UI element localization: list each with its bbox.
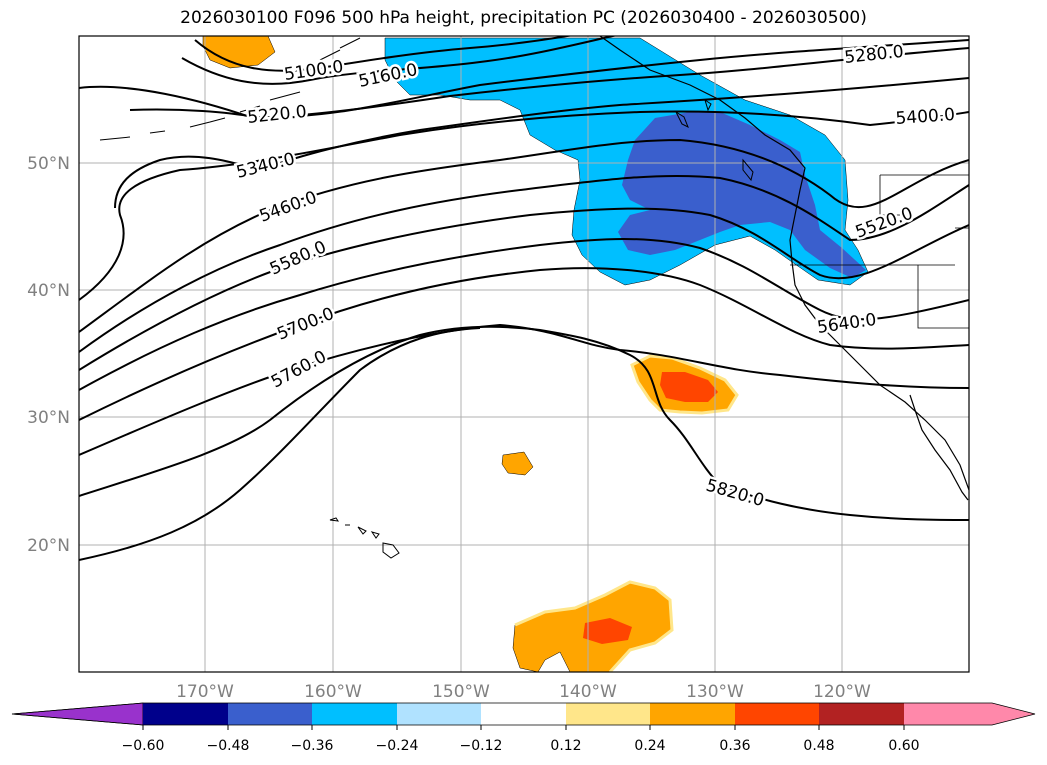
map-title: 2026030100 F096 500 hPa height, precipit… [180, 8, 867, 28]
contour-5880 [79, 327, 481, 561]
colorbar-tick-label: −0.60 [122, 738, 165, 754]
colorbar-bin [228, 703, 312, 725]
lon-label: 120°W [813, 682, 871, 702]
colorbar-bin [566, 703, 650, 725]
latitude-labels: 50°N 40°N 30°N 20°N [27, 154, 70, 556]
colorbar-tick-label: −0.48 [207, 738, 250, 754]
contour-5640 [79, 238, 969, 391]
lat-label: 50°N [27, 154, 70, 174]
lon-label: 170°W [176, 682, 234, 702]
map-area: 5100.0 5160.0 5220.0 5280.0 5340.0 5400.… [79, 36, 969, 672]
colorbar-tick-label: −0.12 [460, 738, 503, 754]
precip-positive-strong-region [660, 372, 718, 402]
contour-label: 5820.0 [704, 476, 767, 512]
contour-label: 5280.0 [843, 42, 904, 68]
contour-5760 [79, 323, 969, 456]
coastlines [99, 36, 969, 559]
precipitation-fill [202, 36, 869, 672]
precip-positive-region [501, 451, 534, 476]
contour-label: 5760.0 [268, 347, 330, 393]
contour-label: 5100.0 [283, 57, 345, 85]
contour-5280 [129, 47, 969, 120]
colorbar-tick-label: 0.24 [634, 738, 665, 754]
colorbar-low-extension [11, 702, 144, 726]
lon-label: 140°W [559, 682, 617, 702]
precip-positive-strong-region [583, 618, 632, 644]
contour-label: 5400.0 [895, 105, 956, 129]
lat-label: 30°N [27, 408, 70, 428]
height-contours [79, 36, 969, 561]
contour-label: 5700.0 [274, 304, 337, 345]
colorbar-tick-label: 0.36 [719, 738, 750, 754]
canada-inland-boundary [790, 174, 969, 329]
baja-peninsula [909, 394, 969, 501]
north-america-coast [599, 36, 969, 491]
contour-5220 [79, 39, 969, 119]
colorbar-tick-label: 0.60 [888, 738, 919, 754]
contour-5400 [79, 110, 969, 301]
lon-label: 160°W [304, 682, 362, 702]
colorbar-bin [312, 703, 397, 725]
lat-label: 40°N [27, 281, 70, 301]
lat-label: 20°N [27, 536, 70, 556]
contour-5700 [79, 267, 969, 421]
colorbar-tick-label: 0.12 [550, 738, 581, 754]
colorbar-high-extension [904, 703, 1035, 725]
contour-label: 5460.0 [257, 188, 320, 227]
longitude-labels: 170°W 160°W 150°W 140°W 130°W 120°W [176, 682, 871, 702]
contour-5460 [79, 138, 969, 333]
colorbar-tick-label: −0.36 [291, 738, 334, 754]
precip-positive-region [202, 36, 276, 69]
colorbar: −0.60 −0.48 −0.36 −0.24 −0.12 0.12 0.24 … [11, 702, 1036, 754]
map-frame [78, 35, 970, 673]
contour-label: 5580.0 [267, 237, 329, 279]
colorbar-tick-label: 0.48 [803, 738, 834, 754]
contour-label: 5220.0 [246, 102, 307, 128]
islands [99, 37, 754, 182]
colorbar-bin [397, 703, 481, 725]
precip-negative-strong-region [618, 112, 866, 278]
contour-5520 [79, 174, 969, 353]
lon-label: 150°W [432, 682, 490, 702]
colorbar-tick-labels: −0.60 −0.48 −0.36 −0.24 −0.12 0.12 0.24 … [122, 738, 920, 754]
colorbar-bin [650, 703, 735, 725]
colorbar-bin [735, 703, 819, 725]
contour-5160 [194, 36, 574, 72]
hawaii-islands [329, 517, 400, 559]
contour-5100 [181, 36, 618, 85]
contour-5580 [79, 207, 969, 371]
contour-label: 5520.0 [853, 204, 916, 243]
contour-label: 5340.0 [234, 149, 297, 183]
colorbar-bin [481, 703, 566, 725]
contour-5340 [114, 77, 969, 209]
map-gridlines [79, 36, 969, 672]
contour-5820 [79, 325, 969, 521]
colorbar-bin [819, 703, 904, 725]
colorbar-ticks [142, 725, 905, 730]
colorbar-tick-label: −0.24 [376, 738, 419, 754]
contour-label: 5640.0 [816, 310, 878, 338]
lon-label: 130°W [686, 682, 744, 702]
colorbar-bin [143, 703, 228, 725]
